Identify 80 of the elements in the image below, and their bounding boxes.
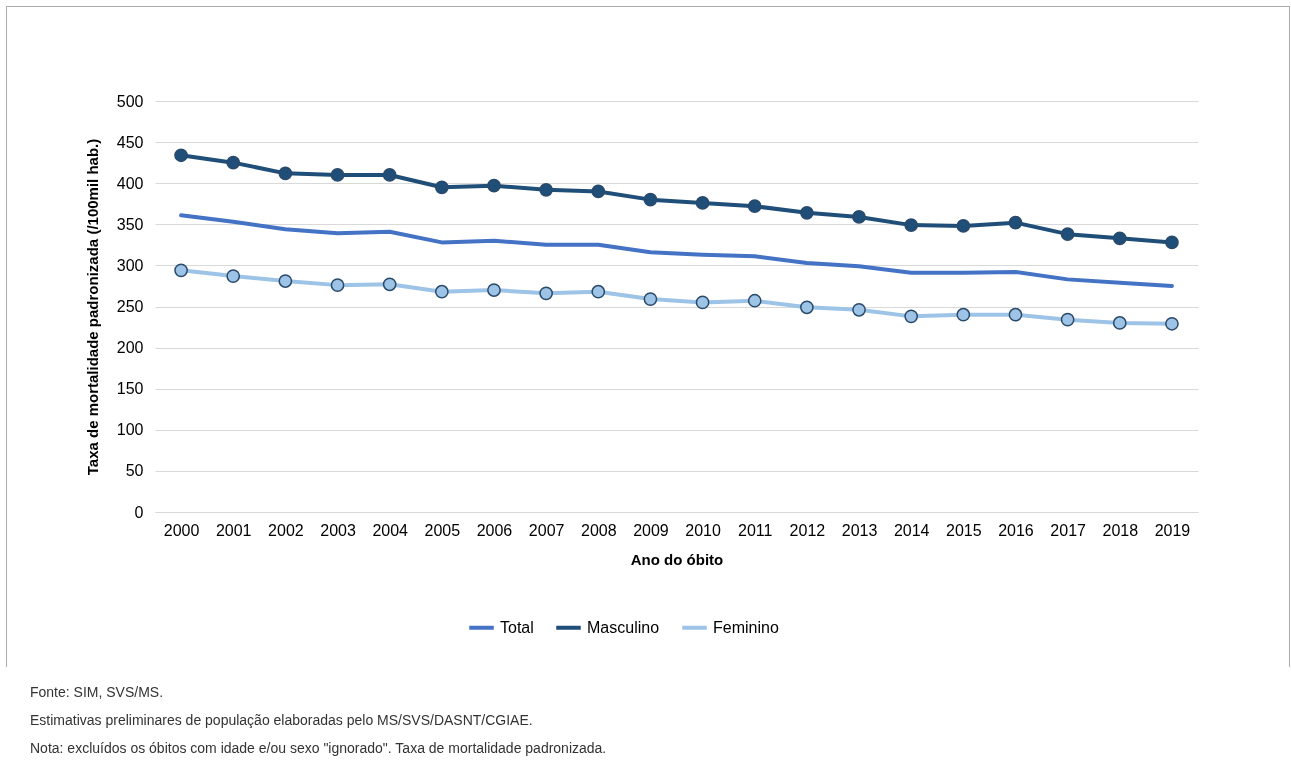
- y-tick-label: 450: [116, 133, 144, 151]
- y-tick-label: 50: [125, 462, 144, 480]
- point: [226, 155, 241, 170]
- point: [1060, 227, 1075, 242]
- x-tick-label: 2011: [738, 521, 773, 539]
- point: [487, 283, 501, 297]
- point: [1008, 215, 1023, 230]
- point: [174, 263, 188, 278]
- y-tick-label: 250: [116, 298, 144, 315]
- x-tick-label: 2001: [215, 521, 252, 539]
- y-tick-label: 300: [116, 256, 144, 274]
- x-tick-label: 2010: [685, 521, 721, 539]
- point: [852, 302, 866, 317]
- y-tick-label: 350: [116, 215, 144, 233]
- point: [382, 277, 397, 292]
- point: [434, 180, 449, 195]
- x-axis-title: Ano do óbito: [630, 550, 724, 568]
- point: [539, 286, 553, 301]
- x-tick-label: 2000: [163, 521, 200, 539]
- point: [747, 293, 762, 308]
- point: [800, 205, 814, 220]
- y-tick-label: 0: [134, 503, 144, 521]
- point: [1165, 316, 1179, 331]
- text: Estimativas preliminares de população elaboradas pelo MS/SVS/DASNT/CGIAE.: [30, 711, 534, 730]
- point: [904, 218, 919, 232]
- x-tick-label: 2014: [893, 521, 930, 539]
- point: [643, 292, 658, 306]
- x-tick-label: 2017: [1050, 521, 1087, 539]
- point: [278, 166, 293, 181]
- y-tick-label: 100: [116, 421, 144, 439]
- point: [382, 168, 397, 182]
- y-tick-label: 400: [116, 174, 144, 192]
- x-tick-label: 2009: [633, 521, 669, 539]
- y-axis-title: Taxa de mortalidade padronizada (/100mil hab.): [83, 138, 101, 476]
- point: [591, 184, 606, 199]
- x-tick-label: 2002: [268, 521, 304, 539]
- x-tick-label: 2019: [1154, 521, 1191, 539]
- point: [330, 168, 345, 182]
- point: [330, 278, 345, 292]
- point: [956, 219, 971, 233]
- point: [434, 284, 449, 299]
- point: [747, 199, 762, 214]
- source-note: Fonte: SIM, SVS/MS.: [30, 683, 165, 702]
- legend-label: Masculino: [587, 618, 660, 636]
- y-tick-label: 150: [116, 380, 144, 398]
- point: [956, 307, 971, 322]
- point: [643, 192, 658, 207]
- point: [904, 309, 919, 324]
- point: [174, 148, 188, 163]
- point: [487, 178, 501, 193]
- x-tick-label: 2015: [946, 521, 982, 539]
- point: [591, 284, 606, 299]
- point: [800, 300, 814, 315]
- x-tick-label: 2006: [476, 521, 513, 539]
- x-tick-label: 2008: [580, 521, 617, 539]
- point: [539, 182, 553, 197]
- x-tick-label: 2003: [320, 521, 356, 539]
- point: [1060, 312, 1075, 327]
- point: [695, 196, 710, 210]
- x-tick-label: 2012: [789, 521, 826, 539]
- x-tick-label: 2007: [528, 521, 565, 539]
- point: [1112, 231, 1127, 246]
- text: Nota: excluídos os óbitos com idade e/ou sexo "ignorado". Taxa de mortalidade padronizada.: [30, 739, 607, 758]
- x-tick-label: 2004: [372, 521, 409, 539]
- x-tick-label: 2016: [998, 521, 1034, 539]
- legend-label: Feminino: [713, 618, 779, 636]
- legend-label: Total: [500, 618, 534, 636]
- point: [1008, 307, 1023, 322]
- point: [852, 210, 866, 224]
- point: [695, 295, 710, 310]
- point: [278, 274, 293, 288]
- x-tick-label: 2005: [424, 521, 461, 539]
- point: [1165, 235, 1179, 250]
- y-tick-label: 200: [116, 339, 144, 357]
- point: [226, 269, 241, 283]
- x-tick-label: 2013: [841, 521, 878, 539]
- line-series: [179, 213, 1174, 288]
- x-tick-label: 2018: [1102, 521, 1139, 539]
- point: [1112, 316, 1127, 330]
- y-tick-label: 500: [116, 92, 144, 110]
